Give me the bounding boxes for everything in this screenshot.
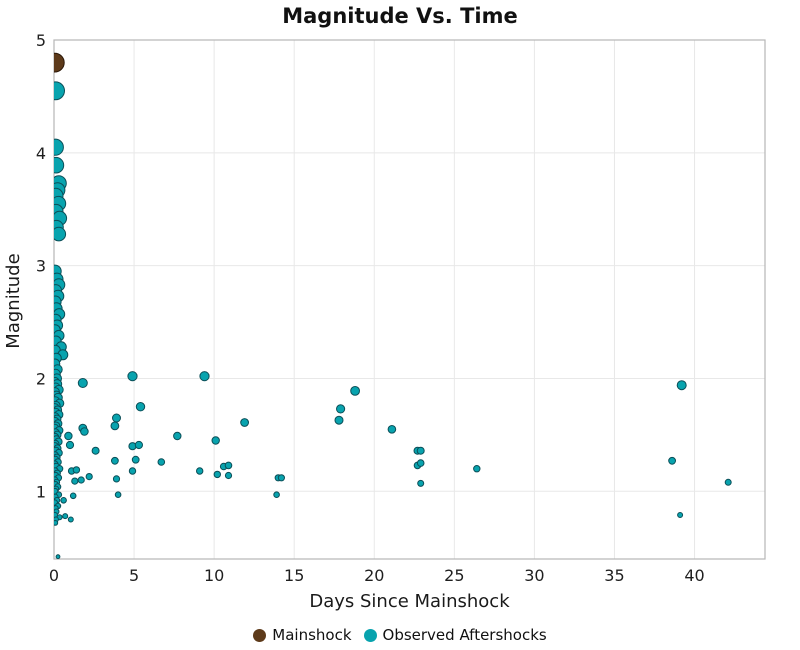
aftershock-point (128, 467, 137, 475)
aftershock-point (60, 497, 67, 504)
aftershock-point (173, 431, 182, 441)
y-axis-label: Magnitude (3, 253, 24, 349)
aftershock-point (277, 474, 285, 482)
aftershock-point (676, 380, 687, 391)
aftershock-point (135, 402, 146, 412)
aftershock-point (127, 371, 138, 382)
aftershock-point (416, 459, 425, 467)
mainshock-point (54, 52, 65, 73)
mainshock-legend-dot-icon (253, 628, 267, 642)
aftershock-point (77, 476, 85, 484)
aftershock-point (199, 371, 210, 382)
x-tick-label: 30 (524, 566, 544, 585)
x-tick-label: 25 (444, 566, 464, 585)
aftershock-point (240, 418, 250, 427)
aftershock-point (65, 440, 75, 450)
aftershock-point (54, 156, 65, 174)
legend: Mainshock Observed Aftershocks (0, 626, 800, 644)
y-tick-label: 1 (36, 482, 46, 501)
aftershock-point (112, 475, 121, 483)
chart-title: Magnitude Vs. Time (282, 4, 518, 28)
y-tick-label: 2 (36, 369, 46, 388)
aftershock-point (67, 516, 74, 523)
aftershock-point (213, 470, 222, 479)
points-layer (54, 52, 732, 560)
plot-border (53, 39, 766, 560)
aftershock-point (64, 431, 73, 441)
aftershock-point (72, 466, 81, 474)
legend-label-aftershocks: Observed Aftershocks (382, 626, 547, 644)
aftershock-point (224, 461, 233, 470)
y-tick-label: 4 (36, 144, 46, 163)
aftershock-point (224, 471, 233, 480)
aftershock-point (196, 467, 204, 475)
legend-item-mainshock: Mainshock (253, 626, 352, 644)
aftershock-point (334, 415, 344, 425)
legend-label-mainshock: Mainshock (272, 626, 352, 644)
aftershock-point (111, 456, 119, 465)
aftershock-point (387, 425, 397, 434)
aftershock-point (54, 520, 59, 526)
legend-item-aftershocks: Observed Aftershocks (363, 626, 547, 644)
aftershock-point (677, 512, 684, 518)
aftershock-point (134, 440, 143, 450)
aftershock-point (336, 404, 346, 414)
aftershock-point (85, 473, 93, 481)
aftershock-point (80, 427, 89, 436)
x-tick-label: 0 (49, 566, 59, 585)
aftershock-point (131, 455, 140, 464)
y-tick-label: 3 (36, 257, 46, 276)
aftershock-point (54, 226, 67, 242)
aftershock-point (54, 138, 64, 156)
x-tick-label: 35 (604, 566, 624, 585)
x-tick-label: 5 (129, 566, 139, 585)
aftershock-point (62, 513, 69, 520)
aftershock-point (273, 491, 280, 499)
x-tick-label: 20 (364, 566, 384, 585)
x-axis-label: Days Since Mainshock (309, 591, 510, 612)
aftershock-point (668, 456, 676, 465)
aftershock-point (724, 478, 732, 486)
y-tick-label: 5 (36, 31, 46, 50)
aftershock-point (416, 446, 425, 455)
aftershock-point (54, 81, 65, 101)
aftershock-point (157, 458, 166, 466)
aftershock-point (91, 446, 100, 455)
aftershock-point (350, 386, 361, 396)
x-tick-label: 10 (204, 566, 224, 585)
aftershock-point (211, 436, 220, 445)
aftershock-point (114, 491, 122, 499)
aftershock-point (473, 465, 481, 473)
aftershock-point (77, 378, 88, 388)
aftershock-point (55, 554, 61, 560)
aftershock-point (417, 479, 425, 487)
aftershock-point (69, 492, 77, 500)
x-tick-label: 40 (684, 566, 704, 585)
aftershocks-legend-dot-icon (363, 628, 377, 642)
aftershock-point (112, 413, 121, 423)
x-tick-label: 15 (284, 566, 304, 585)
aftershock-point (110, 421, 120, 431)
aftershock-point (71, 477, 79, 485)
